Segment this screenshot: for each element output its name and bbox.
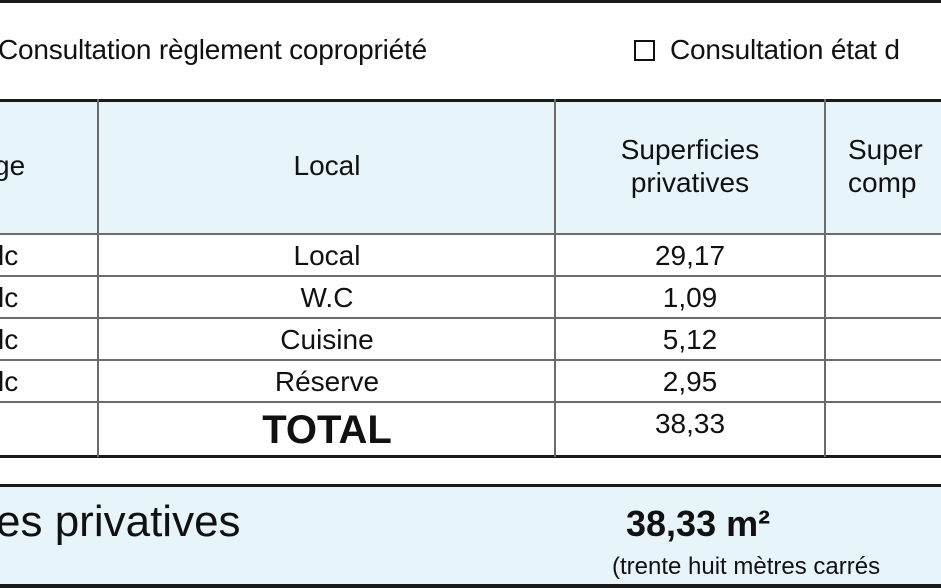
header-surface-comp: Super comp — [826, 99, 941, 234]
bottom-border — [0, 584, 941, 588]
row3-local-text: Cuisine — [280, 323, 374, 355]
row1-surface-text: 29,17 — [654, 239, 726, 271]
row4-surface: 2,95 — [555, 362, 825, 402]
row2-surface: 1,09 — [555, 278, 825, 318]
column-divider — [97, 99, 99, 457]
consultation-etat-label: Consultation état d — [670, 34, 900, 65]
header-local-text: Local — [293, 150, 361, 182]
row1-level-text: lc — [0, 239, 19, 271]
total-label: TOTAL — [262, 408, 392, 452]
row4-surface-text: 2,95 — [662, 365, 718, 397]
column-divider — [824, 99, 826, 457]
total-label-cell: TOTAL — [99, 404, 555, 456]
row-divider — [0, 275, 941, 277]
row2-level-text: lc — [0, 281, 19, 313]
row-divider — [0, 233, 941, 235]
row4-level-text: lc — [0, 365, 19, 397]
row3-surface: 5,12 — [555, 320, 825, 360]
row3-level-text: lc — [0, 323, 19, 355]
row3-local: Cuisine — [99, 320, 555, 360]
consultation-reglement-label: Consultation règlement copropriété — [0, 34, 428, 65]
row4-local: Réserve — [99, 362, 555, 402]
surfaces-table: ge Local Superficies privatives Super co… — [0, 99, 941, 459]
row4-level: lc — [0, 362, 58, 402]
row1-local: Local — [99, 236, 555, 276]
column-divider — [554, 99, 556, 457]
summary-value: 38,33 m² — [626, 503, 771, 544]
row1-surface: 29,17 — [555, 236, 825, 276]
consultation-options: Consultation règlement copropriété Consu… — [0, 30, 941, 70]
row2-surface-text: 1,09 — [662, 281, 718, 313]
total-summary-box: es privatives 38,33 m² (trente huit mètr… — [0, 484, 941, 588]
header-surface-privative-text: Superficies privatives — [620, 134, 760, 198]
header-surface-privative: Superficies privatives — [555, 99, 825, 234]
table-header-row — [0, 99, 941, 234]
row2-level: lc — [0, 278, 58, 318]
total-value-cell: 38,33 — [555, 402, 825, 446]
row1-level: lc — [0, 236, 58, 276]
row1-local-text: Local — [293, 239, 361, 271]
top-border — [0, 0, 941, 3]
table-top-border — [0, 99, 941, 102]
row-divider — [0, 317, 941, 319]
table-bottom-border — [0, 455, 941, 458]
header-local: Local — [99, 99, 555, 234]
row-divider — [0, 359, 941, 361]
summary-label: es privatives — [0, 497, 241, 546]
row2-local: W.C — [99, 278, 555, 318]
consultation-etat-checkbox[interactable] — [634, 40, 655, 61]
row3-surface-text: 5,12 — [662, 323, 718, 355]
total-value: 38,33 — [654, 407, 726, 439]
header-level-text: ge — [0, 150, 26, 182]
summary-in-words: (trente huit mètres carrés — [612, 553, 881, 580]
row4-local-text: Réserve — [274, 365, 380, 397]
header-surface-comp-text: Super comp — [848, 134, 923, 198]
row2-local-text: W.C — [300, 281, 354, 313]
row3-level: lc — [0, 320, 58, 360]
row-divider — [0, 401, 941, 403]
header-level: ge — [0, 99, 98, 234]
